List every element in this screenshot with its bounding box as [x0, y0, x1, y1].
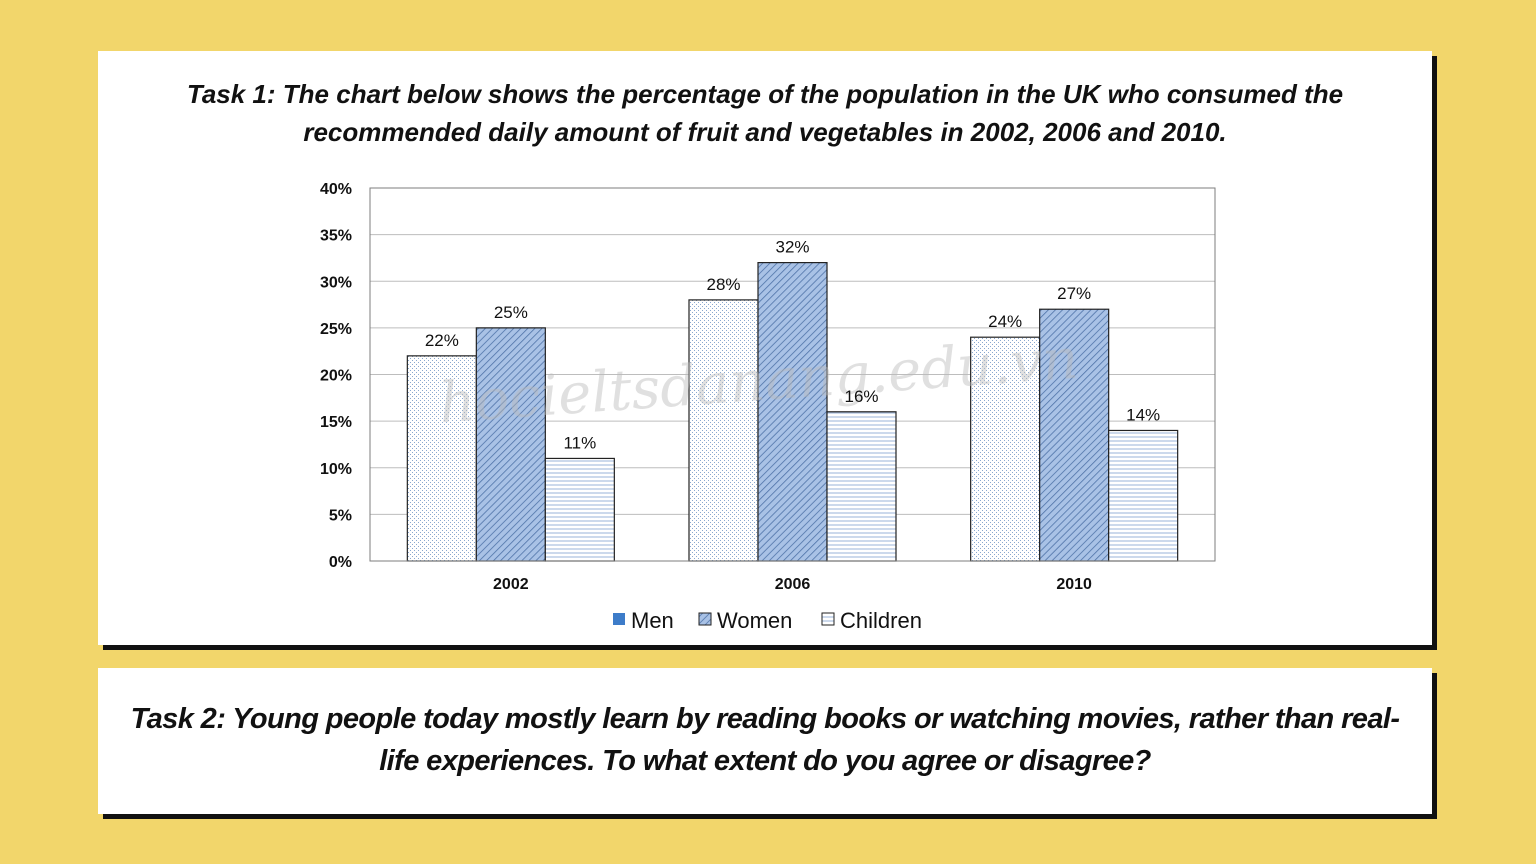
legend-swatch-women [698, 612, 712, 626]
x-tick-label: 2002 [493, 576, 529, 593]
task2-body: Young people today mostly learn by readi… [232, 703, 1400, 777]
data-label-men-2002: 22% [425, 331, 459, 350]
data-label-women-2006: 32% [775, 238, 809, 257]
task1-prompt: Task 1: The chart below shows the percen… [98, 75, 1432, 151]
data-labels: 22% 25% 11% 28% 32% 16% 24% 27% 14% [425, 238, 1160, 453]
x-tick-label: 2006 [775, 576, 811, 593]
x-tick-label: 2010 [1056, 576, 1092, 593]
task2-lead: Task 2: [130, 703, 226, 735]
y-tick-label: 30% [320, 274, 352, 291]
data-label-men-2010: 24% [988, 312, 1022, 331]
data-label-children-2006: 16% [844, 387, 878, 406]
y-tick-label: 40% [320, 181, 352, 198]
axes: 0% 5% 10% 15% 20% 25% 30% 35% 40% 2002 2006 2010 [320, 181, 1216, 593]
legend-label-children: Children [840, 608, 922, 633]
legend-label-men: Men [631, 608, 674, 633]
y-tick-label: 10% [320, 461, 352, 478]
legend-label-women: Women [717, 608, 792, 633]
y-tick-label: 5% [329, 507, 352, 524]
bar-men-2006 [688, 299, 759, 562]
legend-swatch-men [613, 613, 625, 625]
data-label-children-2002: 11% [563, 433, 596, 452]
bars [406, 262, 1179, 562]
data-label-women-2002: 25% [494, 303, 528, 322]
y-tick-label: 0% [329, 554, 352, 571]
bar-children-2006 [826, 411, 897, 562]
task2-prompt: Task 2: Young people today mostly learn … [98, 698, 1432, 782]
data-label-men-2006: 28% [706, 275, 740, 294]
bar-children-2002 [544, 457, 615, 562]
bar-women-2002 [475, 327, 546, 562]
task2-card: Task 2: Young people today mostly learn … [98, 668, 1432, 814]
data-label-children-2010: 14% [1126, 405, 1160, 424]
task1-body: The chart below shows the percentage of … [282, 79, 1344, 147]
y-tick-label: 35% [320, 228, 352, 245]
bar-women-2006 [757, 262, 828, 562]
y-tick-label: 25% [320, 321, 352, 338]
task1-lead: Task 1: [186, 79, 276, 109]
y-tick-label: 20% [320, 368, 352, 385]
legend-swatch-children [821, 612, 835, 626]
bar-men-2010 [970, 336, 1041, 562]
data-label-women-2010: 27% [1057, 284, 1091, 303]
bar-women-2010 [1039, 308, 1110, 562]
bar-children-2010 [1108, 429, 1179, 562]
y-tick-label: 15% [320, 414, 352, 431]
plot-border [369, 187, 1216, 562]
legend: Men Women Children [613, 608, 922, 633]
